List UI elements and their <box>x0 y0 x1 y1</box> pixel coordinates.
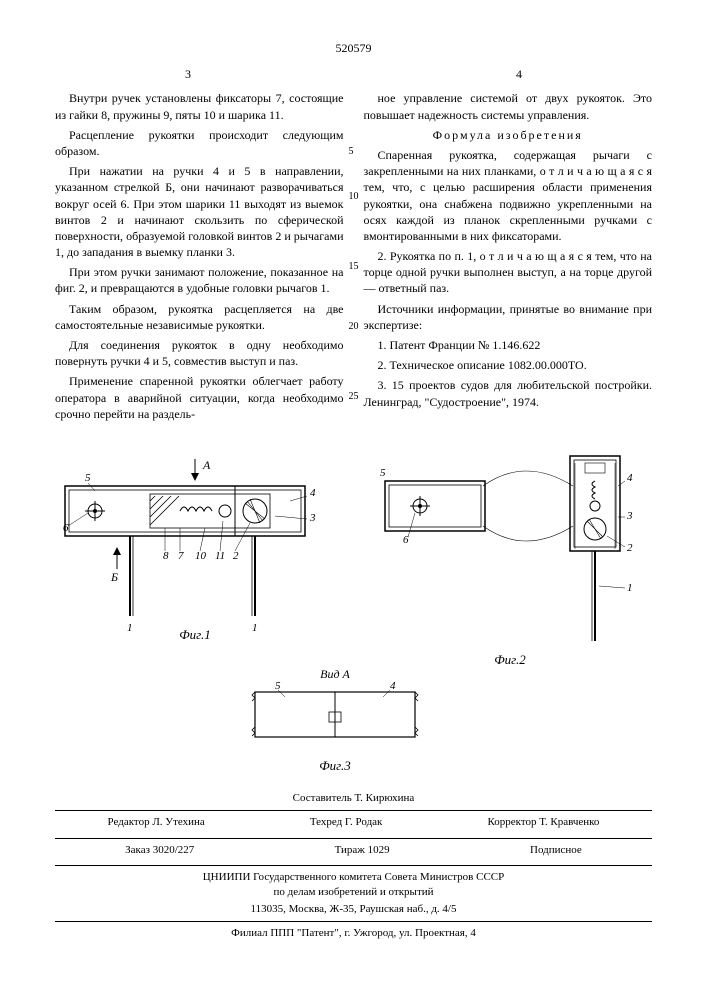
page-numbers: 3 4 <box>55 66 652 82</box>
fig3-title: Вид А <box>235 666 435 682</box>
svg-text:11: 11 <box>215 550 225 562</box>
svg-text:Б: Б <box>110 570 118 584</box>
figure-2: 5 6 4 3 2 1 Фиг.2 <box>375 451 645 669</box>
org2: по делам изобретений и открытий <box>55 885 652 900</box>
svg-text:5: 5 <box>380 467 386 479</box>
para: Расцепление рукоятки происходит следующи… <box>55 127 344 159</box>
para: Внутри ручек установлены фиксаторы 7, со… <box>55 90 344 122</box>
page-num-right: 4 <box>516 66 522 82</box>
line-ref: 10 <box>349 190 359 204</box>
compiler: Составитель Т. Кирюхина <box>55 791 652 806</box>
footer: Составитель Т. Кирюхина Редактор Л. Утех… <box>55 791 652 941</box>
svg-text:2: 2 <box>233 550 239 562</box>
refs-title: Источники информации, принятые во вниман… <box>364 301 653 333</box>
page: 520579 3 4 Внутри ручек установлены фикс… <box>0 0 707 1000</box>
para: Для соединения рукояток в одну необходим… <box>55 337 344 369</box>
fig3-label: Фиг.3 <box>235 757 435 775</box>
fig1-label: Фиг.1 <box>55 626 335 644</box>
addr1: 113035, Москва, Ж-35, Раушская наб., д. … <box>55 902 652 922</box>
addr2: Филиал ППП "Патент", г. Ужгород, ул. Про… <box>55 926 652 941</box>
ref: 1. Патент Франции № 1.146.622 <box>364 337 653 353</box>
figures-area: А Б 5 6 1 1 8 7 10 11 2 <box>55 441 652 781</box>
fig2-svg: 5 6 4 3 2 1 <box>375 451 645 651</box>
svg-text:1: 1 <box>252 622 258 634</box>
order: Заказ 3020/227 <box>125 843 194 858</box>
right-column: ное управление системой от двух рукояток… <box>364 90 653 426</box>
fig3-svg: 5 4 <box>235 682 435 757</box>
para: Таким образом, рукоятка расцепляется на … <box>55 301 344 333</box>
svg-text:4: 4 <box>310 487 316 499</box>
page-num-left: 3 <box>185 66 191 82</box>
svg-text:4: 4 <box>627 472 633 484</box>
claims-title: Формула изобретения <box>364 127 653 143</box>
tech: Техред Г. Родак <box>310 815 383 830</box>
footer-credits: Редактор Л. Утехина Техред Г. Родак Корр… <box>55 810 652 834</box>
patent-number: 520579 <box>55 40 652 56</box>
svg-text:1: 1 <box>127 622 133 634</box>
svg-text:3: 3 <box>626 510 633 522</box>
svg-text:6: 6 <box>63 522 69 534</box>
editor: Редактор Л. Утехина <box>108 815 205 830</box>
svg-text:10: 10 <box>195 550 207 562</box>
org1: ЦНИИПИ Государственного комитета Совета … <box>55 865 652 885</box>
fig1-svg: А Б 5 6 1 1 8 7 10 11 2 <box>55 451 335 641</box>
line-ref: 20 <box>349 320 359 334</box>
figure-3: Вид А 5 4 Фиг.3 <box>235 666 435 775</box>
svg-text:А: А <box>202 458 211 472</box>
line-ref: 25 <box>349 390 359 404</box>
svg-text:1: 1 <box>627 582 633 594</box>
line-ref: 15 <box>349 260 359 274</box>
para: При этом ручки занимают положение, показ… <box>55 264 344 296</box>
line-ref: 5 <box>349 145 354 159</box>
ref: 3. 15 проектов судов для любительской по… <box>364 377 653 409</box>
claim: 2. Рукоятка по п. 1, о т л и ч а ю щ а я… <box>364 248 653 297</box>
para: Применение спаренной рукоятки облегчает … <box>55 373 344 422</box>
svg-text:2: 2 <box>627 542 633 554</box>
ref: 2. Техническое описание 1082.00.000ТО. <box>364 357 653 373</box>
subscription: Подписное <box>530 843 582 858</box>
svg-text:7: 7 <box>178 550 184 562</box>
svg-text:4: 4 <box>390 682 396 692</box>
svg-text:5: 5 <box>85 472 91 484</box>
footer-order: Заказ 3020/227 Тираж 1029 Подписное <box>55 838 652 862</box>
svg-text:8: 8 <box>163 550 169 562</box>
figure-1: А Б 5 6 1 1 8 7 10 11 2 <box>55 451 335 644</box>
left-column: Внутри ручек установлены фиксаторы 7, со… <box>55 90 344 426</box>
svg-text:3: 3 <box>309 512 316 524</box>
para: ное управление системой от двух рукояток… <box>364 90 653 122</box>
tirage: Тираж 1029 <box>335 843 390 858</box>
claim: Спаренная рукоятка, содержащая рычаги с … <box>364 147 653 244</box>
corrector: Корректор Т. Кравченко <box>487 815 599 830</box>
text-columns: Внутри ручек установлены фиксаторы 7, со… <box>55 90 652 426</box>
para: При нажатии на ручки 4 и 5 в направлении… <box>55 163 344 260</box>
svg-text:5: 5 <box>275 682 281 692</box>
